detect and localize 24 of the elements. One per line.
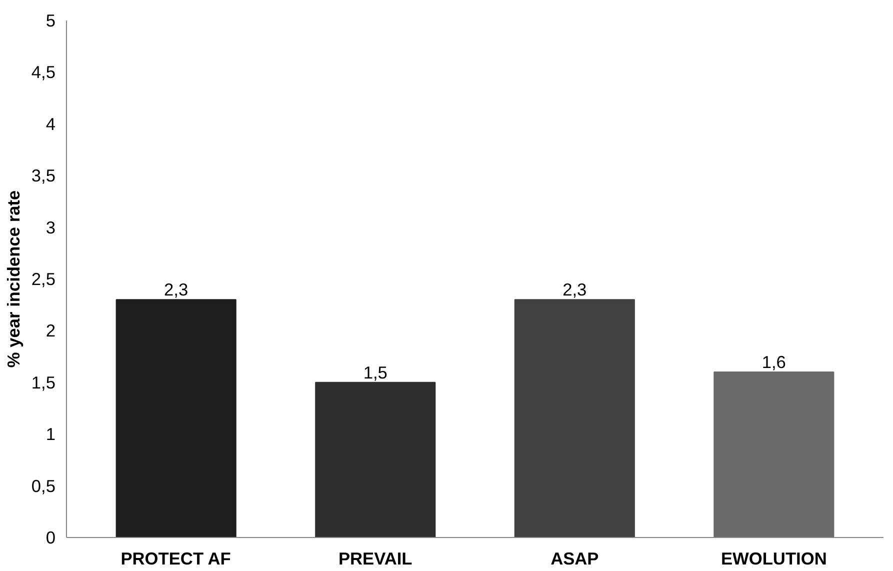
y-axis-title: % year incidence rate — [3, 190, 24, 368]
y-tick-label: 1 — [46, 424, 56, 444]
x-tick-label: ASAP — [550, 548, 599, 568]
y-tick-label: 0,5 — [31, 476, 56, 496]
y-tick-label: 3,5 — [31, 166, 56, 186]
x-tick-label: PREVAIL — [338, 548, 413, 568]
x-tick-label: EWOLUTION — [720, 548, 827, 568]
y-tick-label: 2,5 — [31, 269, 56, 289]
y-tick-label: 4,5 — [31, 62, 56, 82]
y-tick-label: 4 — [46, 114, 56, 134]
x-tick-label: PROTECT AF — [120, 548, 231, 568]
data-label: 1,6 — [762, 352, 786, 372]
data-label: 1,5 — [363, 362, 388, 382]
bar — [116, 299, 236, 538]
y-tick-label: 0 — [46, 528, 56, 548]
data-label: 2,3 — [562, 280, 587, 300]
y-tick-label: 3 — [46, 217, 56, 238]
y-tick-label: 2 — [46, 320, 56, 341]
bar — [514, 299, 635, 538]
y-tick-label: 5 — [46, 10, 56, 30]
bar — [315, 382, 436, 538]
data-label: 2,3 — [164, 280, 188, 300]
y-tick-label: 1,5 — [31, 372, 56, 392]
bar — [714, 372, 834, 538]
